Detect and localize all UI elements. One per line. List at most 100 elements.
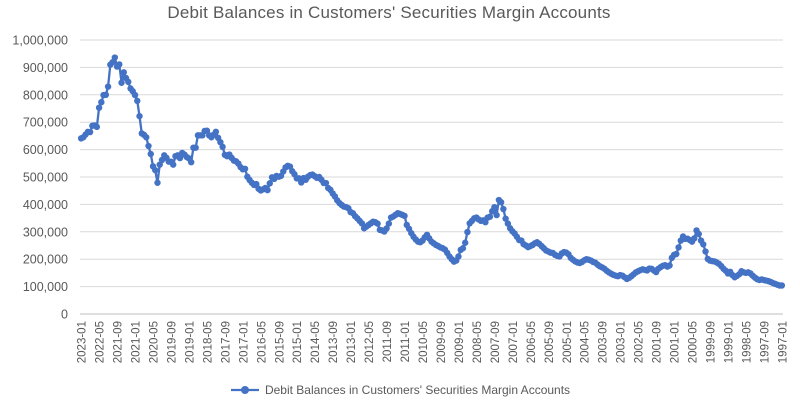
x-axis-tick-label: 2017-01 xyxy=(238,321,250,363)
x-axis-tick-label: 2015-09 xyxy=(274,321,286,363)
data-point-marker xyxy=(702,248,709,255)
y-axis-tick-label: 100,000 xyxy=(23,280,68,294)
y-axis-tick-label: 1,000,000 xyxy=(12,34,68,48)
data-point-marker xyxy=(219,143,226,151)
x-axis-tick-label: 2003-01 xyxy=(616,321,628,363)
data-point-marker xyxy=(187,159,195,166)
x-axis-tick-label: 2017-09 xyxy=(220,321,232,363)
data-point-marker xyxy=(486,213,494,220)
x-axis-tick-label: 2015-01 xyxy=(292,321,304,363)
x-axis-tick-label: 2014-05 xyxy=(310,321,322,363)
x-axis-tick-label: 2012-05 xyxy=(364,321,376,363)
legend-label: Debit Balances in Customers' Securities … xyxy=(264,383,571,397)
data-point-marker xyxy=(491,203,498,211)
data-point-marker xyxy=(147,150,154,158)
data-point-marker xyxy=(95,104,103,111)
x-axis-tick-label: 2010-05 xyxy=(418,321,430,363)
data-point-marker xyxy=(143,134,150,141)
x-axis-tick-label: 2023-01 xyxy=(77,321,89,363)
data-point-marker xyxy=(134,97,141,105)
y-axis-tick-label: 600,000 xyxy=(23,143,68,157)
x-axis-tick-label: 2005-01 xyxy=(562,321,574,363)
data-point-marker xyxy=(131,91,139,99)
data-point-marker xyxy=(497,199,505,206)
data-point-marker xyxy=(264,186,271,194)
x-axis-tick-label: 2018-05 xyxy=(202,321,214,363)
chart-title: Debit Balances in Customers' Securities … xyxy=(167,3,611,22)
x-axis-tick-label: 1999-09 xyxy=(706,321,718,363)
x-axis-tick-label: 2000-05 xyxy=(688,321,700,363)
data-point-marker xyxy=(98,99,105,106)
x-axis-tick-label: 2007-01 xyxy=(508,321,520,363)
data-point-marker xyxy=(120,69,128,76)
data-point-marker xyxy=(500,205,507,213)
data-point-marker xyxy=(502,215,509,222)
x-axis-tick-label: 2013-01 xyxy=(346,321,358,363)
x-axis-tick-label: 1997-09 xyxy=(759,321,771,363)
data-point-marker xyxy=(700,241,707,248)
data-point-marker xyxy=(358,220,366,227)
x-axis-tick-label: 2001-09 xyxy=(652,321,664,363)
x-axis-tick-label: 2019-09 xyxy=(166,321,178,363)
y-axis-tick-label: 300,000 xyxy=(23,225,68,239)
data-point-marker xyxy=(266,180,273,187)
data-point-marker xyxy=(778,282,786,289)
data-point-marker xyxy=(374,220,381,227)
x-axis-tick-label: 2021-01 xyxy=(131,321,143,363)
x-axis-tick-label: 2003-09 xyxy=(598,321,610,363)
y-axis-tick-label: 800,000 xyxy=(23,88,68,102)
y-axis-tick-label: 700,000 xyxy=(23,116,68,130)
data-point-marker xyxy=(455,253,462,260)
data-point-marker xyxy=(385,220,393,227)
x-axis-tick-label: 1999-01 xyxy=(723,321,735,363)
data-point-marker xyxy=(461,239,469,246)
x-axis-tick-label: 1997-01 xyxy=(777,321,789,363)
data-point-marker xyxy=(401,212,408,220)
x-axis-tick-label: 2011-01 xyxy=(400,321,412,362)
x-axis-tick-label: 2022-05 xyxy=(95,321,107,363)
data-point-marker xyxy=(102,91,110,99)
y-axis-tick-label: 0 xyxy=(61,308,68,322)
data-point-marker xyxy=(154,179,161,186)
data-point-marker xyxy=(104,83,112,90)
data-point-marker xyxy=(116,61,123,68)
x-axis-tick-label: 1998-05 xyxy=(741,321,753,363)
x-axis-tick-label: 2013-09 xyxy=(328,321,340,363)
y-axis-tick-label: 200,000 xyxy=(23,253,68,267)
data-point-marker xyxy=(170,161,177,168)
x-axis-tick-label: 2006-05 xyxy=(526,321,538,363)
data-point-marker xyxy=(673,250,680,258)
x-axis-tick-label: 2009-01 xyxy=(454,321,466,363)
legend: Debit Balances in Customers' Securities … xyxy=(0,381,800,399)
data-point-marker xyxy=(136,112,143,120)
x-axis-tick-label: 2002-05 xyxy=(634,321,646,363)
x-axis-tick-label: 2007-09 xyxy=(490,321,502,363)
y-axis-tick-label: 500,000 xyxy=(23,171,68,185)
data-point-marker xyxy=(691,235,698,242)
data-point-marker xyxy=(192,144,199,151)
x-axis-tick-label: 2021-09 xyxy=(113,321,125,363)
data-point-marker xyxy=(695,230,702,238)
x-axis-tick-label: 2019-01 xyxy=(184,321,196,363)
data-point-marker xyxy=(86,128,94,136)
data-point-marker xyxy=(493,211,500,219)
data-point-marker xyxy=(241,165,249,172)
x-axis-tick-label: 2008-05 xyxy=(472,321,484,363)
data-point-marker xyxy=(176,154,184,162)
data-point-marker xyxy=(464,228,471,236)
data-point-marker xyxy=(111,54,119,61)
x-axis-tick-label: 2005-09 xyxy=(544,321,556,363)
x-axis-tick-label: 2009-09 xyxy=(436,321,448,363)
data-point-marker xyxy=(666,262,673,269)
data-point-marker xyxy=(459,245,467,252)
data-point-marker xyxy=(145,142,152,150)
x-axis-tick-label: 2016-05 xyxy=(256,321,268,363)
data-point-marker xyxy=(383,225,390,232)
legend-line-marker-icon xyxy=(230,386,259,394)
y-axis-tick-label: 400,000 xyxy=(23,198,68,212)
data-point-marker xyxy=(212,128,220,135)
data-point-marker xyxy=(675,244,682,251)
x-axis-tick-label: 2020-05 xyxy=(148,321,160,363)
